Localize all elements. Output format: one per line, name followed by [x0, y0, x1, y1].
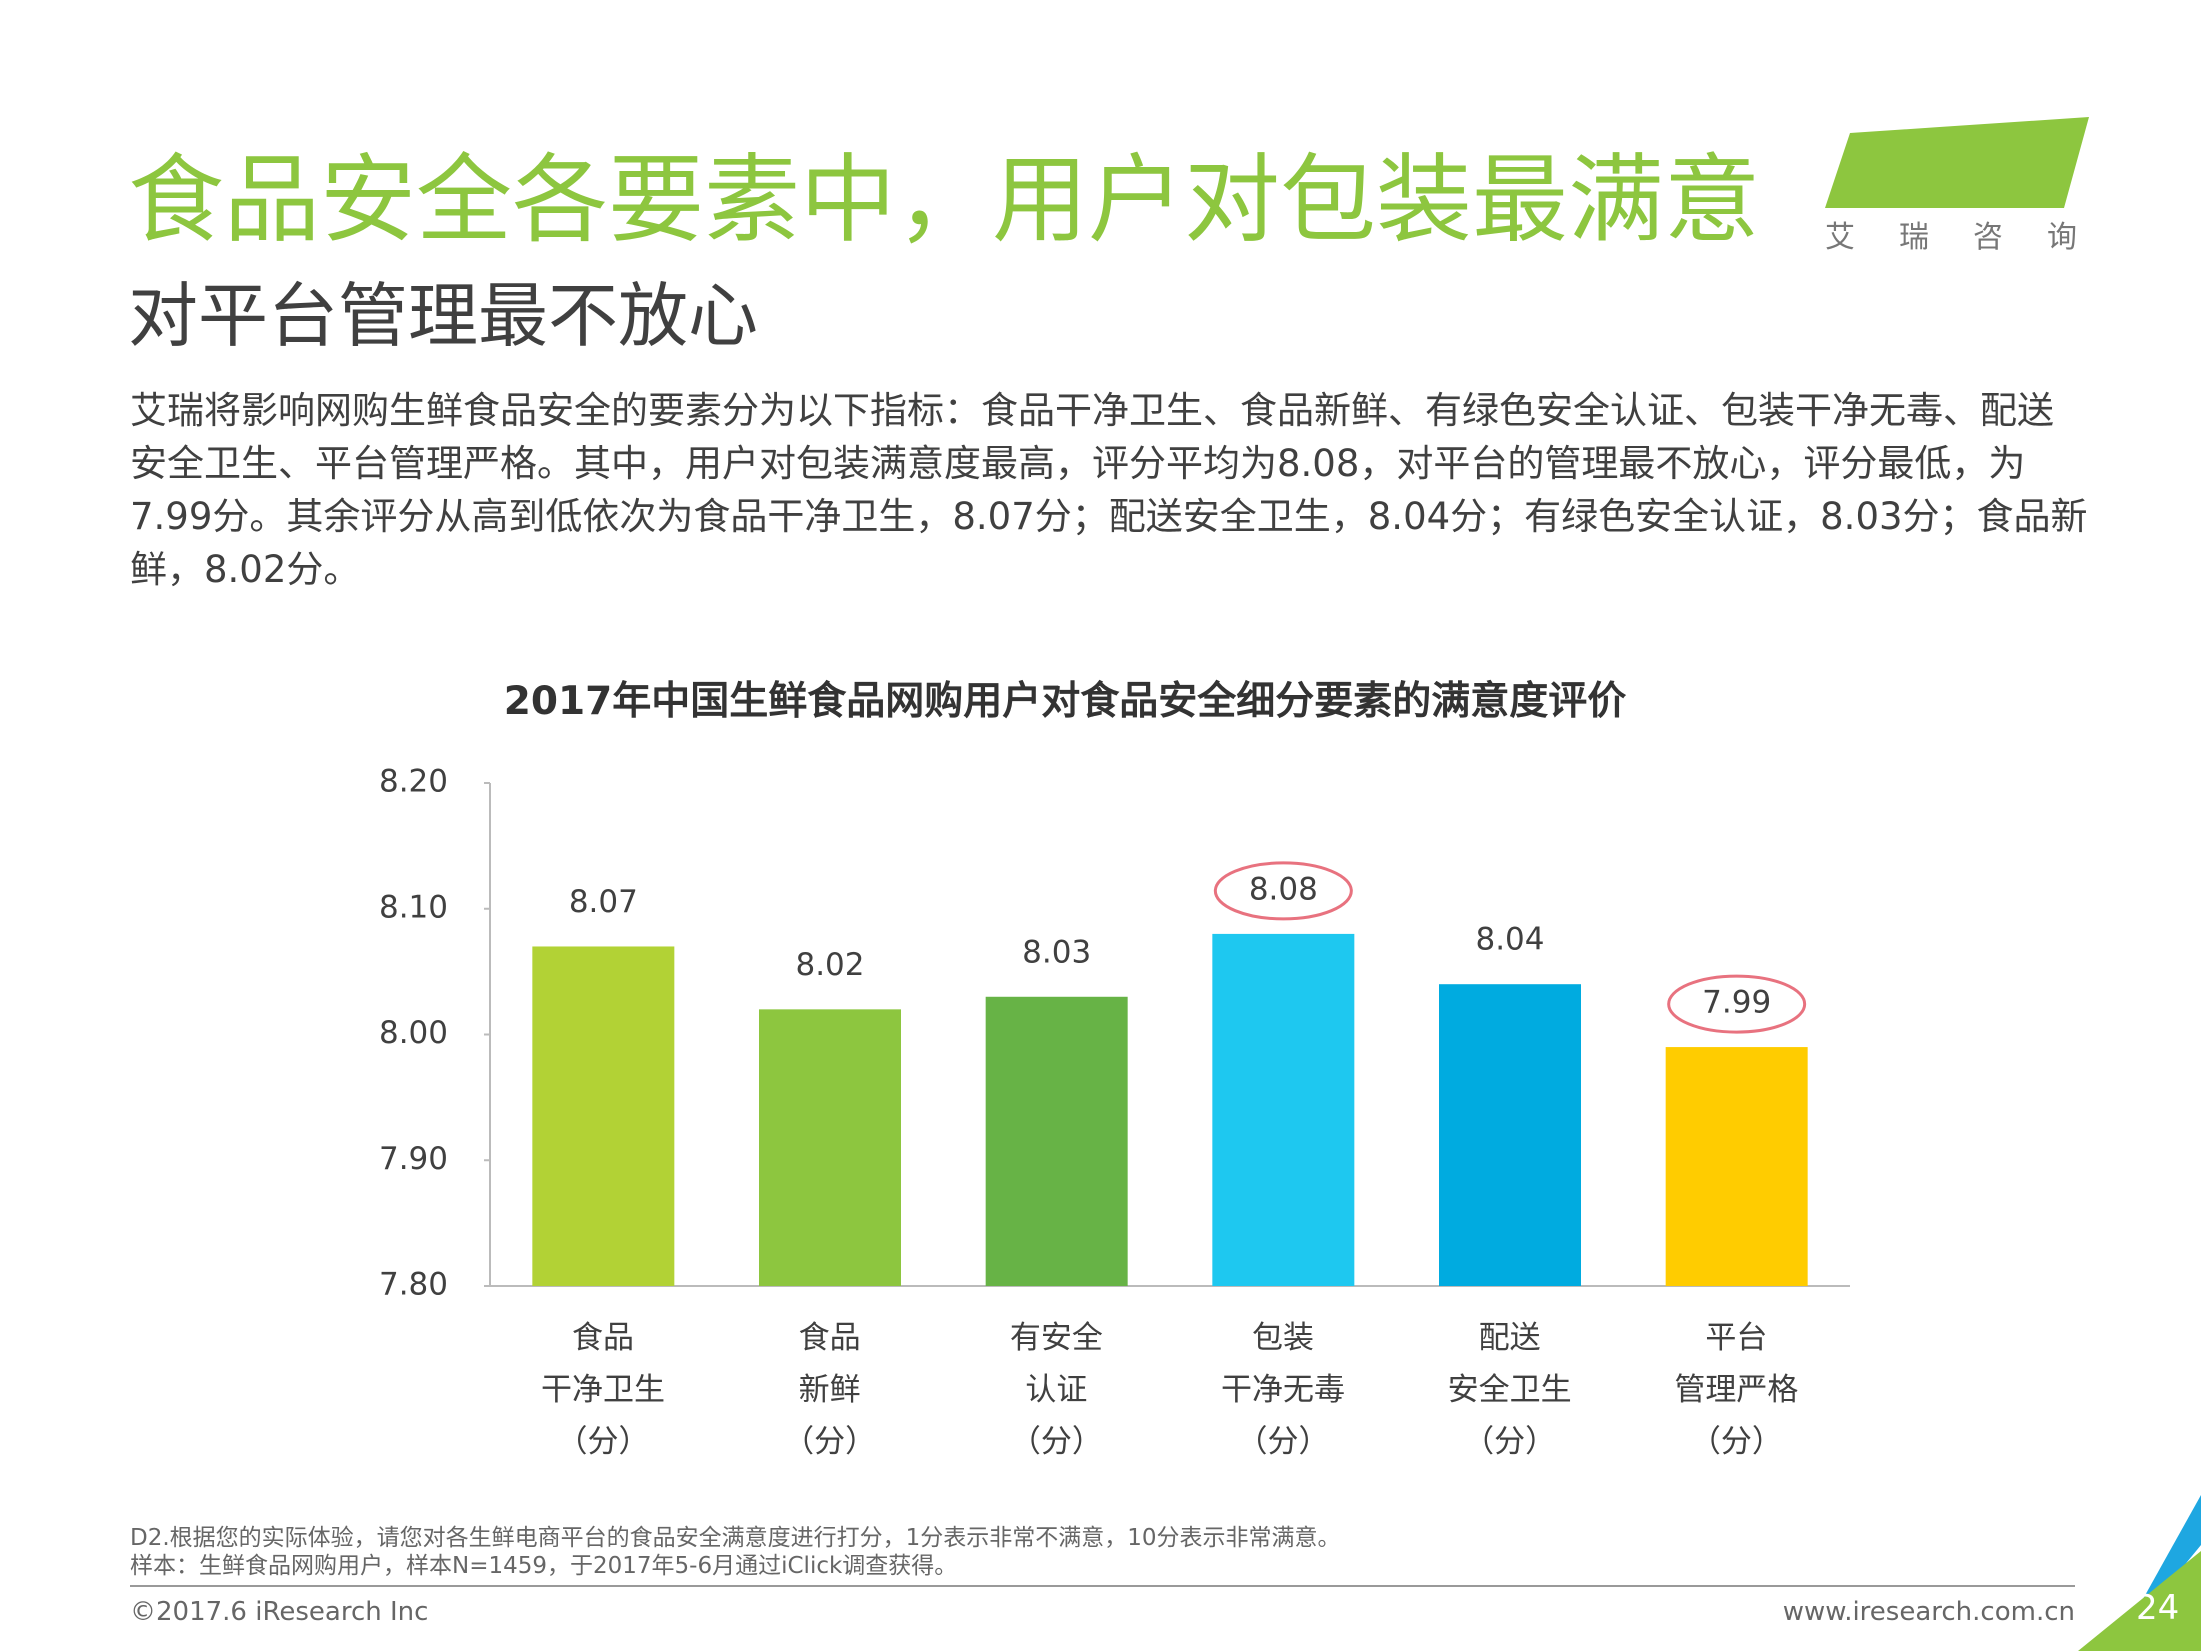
- bar: [532, 946, 675, 1286]
- value-label: 7.99: [1702, 985, 1771, 1021]
- y-tick-label: 8.10: [379, 889, 448, 925]
- bar: [1665, 1047, 1808, 1286]
- y-tick-label: 7.80: [379, 1267, 448, 1303]
- x-tick-label: 有安全 认证 （分）: [1009, 1320, 1103, 1460]
- footnote: 样本：生鲜食品网购用户，样本N=1459，于2017年5-6月通过iClick调…: [130, 1553, 958, 1579]
- y-tick-label: 7.90: [379, 1141, 448, 1177]
- x-tick-label: 食品 干净卫生 （分）: [541, 1320, 665, 1460]
- value-label: 8.07: [569, 884, 638, 920]
- bar: [759, 1009, 901, 1286]
- y-tick-label: 8.00: [379, 1015, 448, 1051]
- highlight-circle: [1667, 974, 1807, 1034]
- logo-shape: [1825, 117, 2089, 208]
- bar: [1212, 933, 1355, 1286]
- value-label: 8.04: [1475, 922, 1544, 958]
- x-tick-label: 食品 新鲜 （分）: [783, 1320, 877, 1460]
- highlight-circle: [1213, 861, 1353, 921]
- bar: [985, 996, 1128, 1286]
- bar: [1439, 984, 1581, 1286]
- chart-title: 2017年中国生鲜食品网购用户对食品安全细分要素的满意度评价: [503, 679, 1627, 724]
- title: 食品安全各要素中，用户对包装最满意: [128, 144, 1760, 256]
- page-number: 24: [2136, 1588, 2180, 1628]
- body-text: 艾瑞将影响网购生鲜食品安全的要素分为以下指标：食品干净卫生、食品新鲜、有绿色安全…: [130, 389, 2088, 591]
- corner-green: [2078, 1551, 2201, 1651]
- copyright: ©2017.6 iResearch Inc: [130, 1597, 429, 1627]
- subtitle: 对平台管理最不放心: [128, 275, 758, 357]
- footnote: D2.根据您的实际体验，请您对各生鲜电商平台的食品安全满意度进行打分，1分表示非…: [130, 1525, 1341, 1551]
- value-label: 8.03: [1022, 934, 1091, 970]
- y-tick-label: 8.20: [379, 764, 448, 800]
- x-tick-label: 平台 管理严格 （分）: [1674, 1320, 1799, 1460]
- website: www.iresearch.com.cn: [1782, 1597, 2075, 1627]
- x-tick-label: 包装 干净无毒 （分）: [1221, 1320, 1345, 1460]
- logo-cn: 艾瑞咨询: [1825, 220, 2121, 255]
- x-tick-label: 配送 安全卫生 （分）: [1447, 1320, 1572, 1460]
- value-label: 8.08: [1249, 871, 1318, 907]
- value-label: 8.02: [795, 947, 864, 983]
